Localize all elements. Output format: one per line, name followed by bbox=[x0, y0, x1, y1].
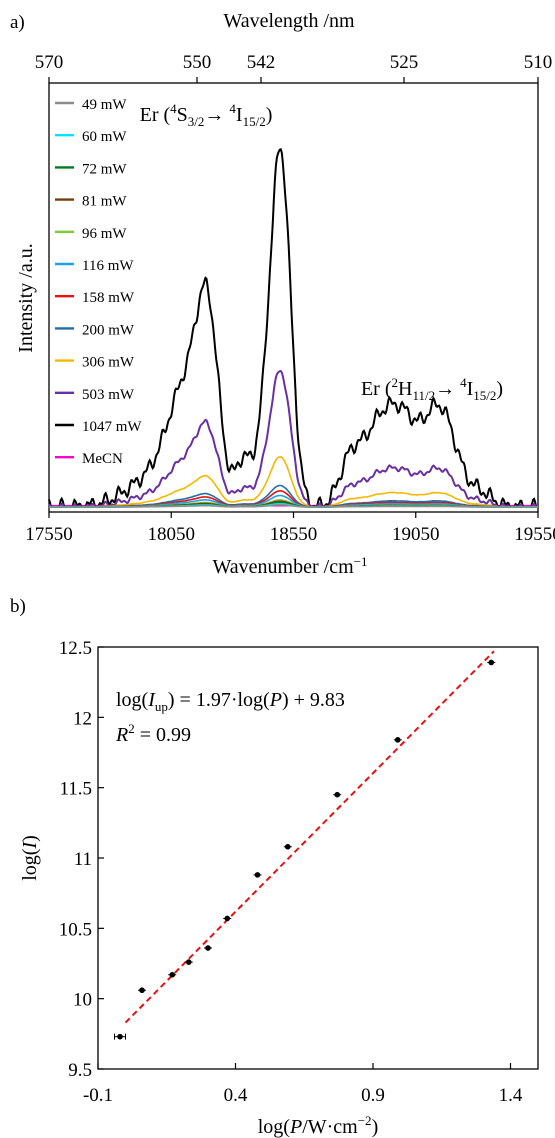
a-x-tick-label: 17550 bbox=[25, 524, 73, 545]
panel-b-x-axis-title: log(P/W·cm−2) bbox=[258, 1113, 378, 1138]
panel-a-label: a) bbox=[10, 12, 25, 33]
legend-label: 81 mW bbox=[82, 194, 127, 210]
legend-label: 1047 mW bbox=[82, 419, 142, 435]
spectrum-line bbox=[49, 503, 538, 508]
legend-label: 200 mW bbox=[82, 322, 135, 338]
panel-b-y-axis-title: log(I) bbox=[19, 835, 41, 881]
panel-a-spectra bbox=[48, 147, 538, 508]
legend-label: 306 mW bbox=[82, 355, 135, 371]
legend-label: 96 mW bbox=[82, 226, 127, 242]
b-x-tick-label: 0.9 bbox=[361, 1085, 385, 1106]
data-point bbox=[139, 987, 145, 994]
b-y-tick-label: 12 bbox=[73, 708, 92, 729]
fit-line bbox=[124, 650, 495, 1024]
a-x-tick-label: 19050 bbox=[392, 524, 440, 545]
legend-label: 116 mW bbox=[82, 258, 134, 274]
a-top-tick-label: 525 bbox=[390, 52, 419, 73]
panel-a-x-axis-title: Wavenumber /cm−1 bbox=[213, 554, 368, 578]
data-point bbox=[185, 959, 192, 965]
a-x-tick-label: 18550 bbox=[270, 524, 318, 545]
a-top-tick-label: 542 bbox=[247, 52, 276, 73]
a-top-tick-label: 570 bbox=[35, 52, 64, 73]
panel-a-y-axis-title: Intensity /a.u. bbox=[15, 243, 37, 352]
b-y-tick-label: 10 bbox=[73, 990, 92, 1011]
b-y-tick-label: 9.5 bbox=[68, 1060, 92, 1081]
panel-b-points bbox=[114, 659, 496, 1040]
legend-label: 60 mW bbox=[82, 129, 127, 145]
annotation-er-green: Er (4S3/2→ 4I15/2) bbox=[140, 101, 273, 129]
a-top-tick-label: 510 bbox=[524, 52, 553, 73]
panel-a-top-axis: 570 550 542 525 510 bbox=[35, 52, 553, 83]
data-point bbox=[169, 971, 176, 978]
data-point bbox=[224, 915, 231, 922]
spectrum-line bbox=[48, 147, 538, 508]
spectrum-line bbox=[48, 455, 538, 508]
legend-label: 158 mW bbox=[82, 290, 135, 306]
b-x-tick-label: -0.1 bbox=[83, 1085, 113, 1106]
panel-b-axes: 9.5 10 10.5 11 11.5 12 12.5 -0.1 0.4 0.9 1.4 bbox=[59, 638, 523, 1106]
data-point bbox=[394, 737, 401, 743]
legend-label: 72 mW bbox=[82, 161, 127, 177]
data-point bbox=[117, 1033, 123, 1040]
annotation-er-h11: Er (2H11/2→ 4I15/2) bbox=[361, 375, 503, 403]
data-point bbox=[284, 843, 291, 850]
data-point bbox=[334, 791, 341, 798]
legend-label: 49 mW bbox=[82, 97, 127, 113]
legend-label: 503 mW bbox=[82, 387, 135, 403]
b-y-tick-label: 12.5 bbox=[59, 638, 92, 659]
data-point bbox=[205, 945, 211, 951]
panel-a-bottom-axis: 17550 18050 18550 19050 19550 bbox=[25, 512, 555, 545]
panel-a-legend: 49 mW 60 mW 72 mW 81 mW 96 mW 116 mW 158 mW 200… bbox=[55, 97, 142, 467]
a-x-tick-label: 18050 bbox=[148, 524, 196, 545]
b-y-tick-label: 10.5 bbox=[59, 919, 92, 940]
a-top-tick-label: 550 bbox=[183, 52, 212, 73]
b-x-tick-label: 1.4 bbox=[499, 1085, 523, 1106]
a-x-tick-label: 19550 bbox=[514, 524, 555, 545]
b-x-tick-label: 0.4 bbox=[224, 1085, 248, 1106]
panel-a-top-axis-title: Wavelength /nm bbox=[223, 10, 355, 32]
data-point bbox=[254, 872, 261, 878]
r-squared: R2 = 0.99 bbox=[115, 721, 191, 746]
b-y-tick-label: 11.5 bbox=[59, 779, 92, 800]
fit-equation: log(Iup) = 1.97·log(P) + 9.83 bbox=[116, 689, 345, 714]
legend-label: MeCN bbox=[82, 451, 123, 467]
panel-b-label: b) bbox=[10, 596, 26, 617]
b-y-tick-label: 11 bbox=[74, 849, 92, 870]
spectrum-line bbox=[48, 370, 538, 508]
data-point bbox=[488, 659, 495, 666]
